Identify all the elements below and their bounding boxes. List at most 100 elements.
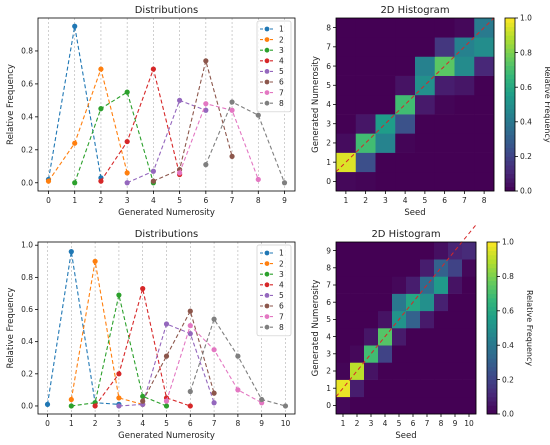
heatmap-cell	[336, 171, 357, 192]
x-tick-label: 6	[203, 196, 208, 205]
x-tick-label: 7	[462, 196, 467, 205]
y-tick-label: 0	[326, 401, 331, 410]
x-tick-label: 8	[439, 419, 444, 428]
colorbar-tick-label: 0.6	[520, 83, 532, 92]
heatmap-cell	[415, 37, 436, 57]
legend-label: 8	[279, 323, 284, 332]
y-tick-label: 1	[326, 384, 331, 393]
data-point	[229, 99, 235, 105]
colorbar-segment	[505, 39, 515, 45]
heatmap-cell	[336, 293, 351, 312]
x-tick-label: 9	[259, 419, 264, 428]
heatmap-cell	[392, 242, 407, 260]
colorbar-segment	[487, 272, 497, 277]
legend-marker	[264, 90, 270, 95]
heatmap-cell	[448, 396, 463, 415]
colorbar-segment	[487, 328, 497, 333]
x-tick-label: 5	[164, 419, 169, 428]
colorbar-segment	[487, 409, 497, 415]
x-tick-label: 8	[482, 196, 487, 205]
data-point	[98, 106, 104, 112]
x-tick-label: 6	[411, 419, 416, 428]
data-point	[140, 286, 146, 292]
heatmap-cell	[462, 293, 477, 312]
colorbar-segment	[505, 22, 515, 28]
legend-label: 7	[279, 88, 284, 97]
x-tick-label: 2	[355, 419, 360, 428]
colorbar-segment	[487, 310, 497, 316]
data-point	[124, 89, 130, 95]
y-tick-label: 6	[326, 62, 331, 71]
heatmap-cell	[415, 75, 436, 96]
y-tick-label: 4	[326, 332, 331, 341]
heatmap-cell	[415, 133, 436, 153]
data-point	[92, 403, 98, 409]
colorbar-segment	[487, 345, 497, 350]
histogram-chart-1: 1 2 3 4 5 6 7 8 0 1 2 3 4 5 6 7 8 2D Histogram Seed Generat…	[311, 5, 550, 218]
heatmap-cell	[350, 259, 365, 277]
heatmap-cell	[395, 37, 416, 57]
colorbar-segment	[505, 182, 515, 188]
heatmap-cell	[434, 293, 449, 312]
x-tick-label: 3	[383, 196, 388, 205]
colorbar-segment	[505, 43, 515, 49]
legend-marker	[264, 69, 270, 74]
heatmap-cell	[415, 114, 436, 134]
y-tick-label: 3	[326, 119, 331, 128]
heatmap-cell	[474, 37, 495, 57]
x-axis-label: Generated Numerosity	[118, 208, 215, 218]
data-point	[177, 97, 183, 103]
heatmap-cell	[392, 345, 407, 363]
x-tick-label: 2	[99, 196, 104, 205]
x-tick-label: 2	[363, 196, 368, 205]
heatmap-cell	[378, 310, 393, 329]
heatmap-cell	[355, 56, 376, 76]
heatmap-cell	[375, 18, 396, 38]
colorbar-segment	[487, 383, 497, 389]
heatmap-cell	[378, 345, 393, 363]
heatmap-cell	[448, 328, 463, 346]
heatmap-cell	[462, 259, 477, 277]
series-line-5	[118, 323, 215, 407]
chart-title: Distributions	[135, 5, 199, 16]
data-point	[116, 395, 122, 401]
heatmap-cell	[420, 396, 435, 415]
colorbar-segment	[505, 126, 515, 131]
colorbar-segment	[505, 61, 515, 66]
legend-label: 6	[279, 78, 284, 87]
x-tick-label: 7	[230, 196, 235, 205]
heatmap-cell	[375, 56, 396, 76]
heatmap-cell	[336, 133, 357, 153]
heatmap-cell	[434, 171, 455, 192]
data-point	[229, 107, 235, 113]
data-point	[68, 396, 74, 403]
colorbar-segment	[487, 242, 497, 247]
heatmap-cell	[336, 94, 357, 115]
x-tick-label: 3	[125, 196, 130, 205]
heatmap-cell	[454, 37, 475, 57]
chart-title: Distributions	[135, 229, 199, 240]
heatmap-cell	[350, 362, 365, 380]
heatmap-cell	[415, 171, 436, 192]
heatmap-cell	[350, 276, 365, 294]
y-tick-label: 9	[326, 246, 331, 255]
plot-frame	[335, 241, 477, 415]
data-point	[150, 66, 156, 72]
heatmap-cell	[336, 152, 357, 173]
y-tick-label: 2	[326, 139, 331, 148]
chart-title: 2D Histogram	[371, 229, 440, 240]
heatmap-cell	[355, 171, 376, 192]
legend-marker	[264, 250, 270, 256]
heatmap-cell	[395, 18, 416, 38]
colorbar-segment	[505, 108, 515, 114]
heatmap-cell	[392, 379, 407, 398]
colorbar-segment	[487, 246, 497, 251]
colorbar-segment	[487, 362, 497, 368]
data-point	[72, 23, 78, 29]
legend-box	[256, 20, 292, 113]
colorbar-segment	[505, 160, 515, 166]
heatmap-cell	[336, 18, 357, 38]
colorbar-segment	[487, 371, 497, 376]
colorbar-segment	[505, 104, 515, 110]
y-tick-label: 8	[326, 23, 331, 32]
